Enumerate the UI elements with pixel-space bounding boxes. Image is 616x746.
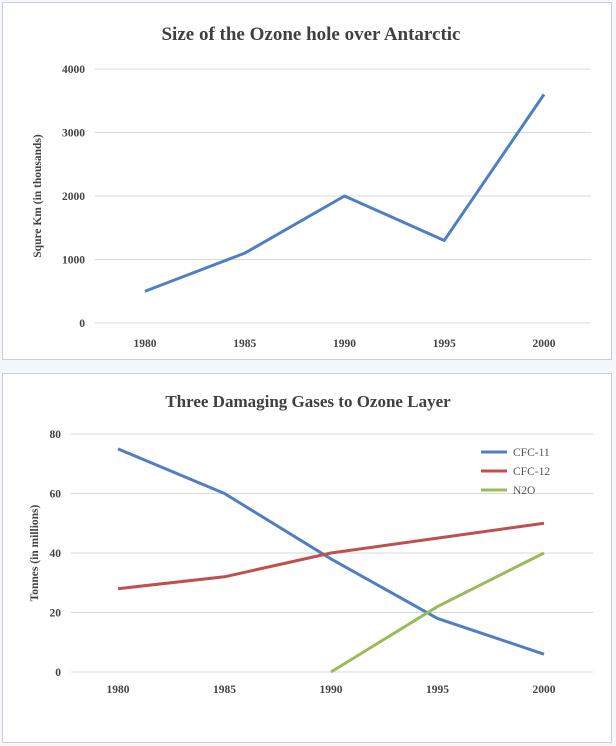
x-tick-label: 1985 xyxy=(233,338,256,350)
chart-panel-ozone-hole: Size of the Ozone hole over Antarctic 0 10… xyxy=(2,2,612,360)
y-tick-label: 2000 xyxy=(62,191,85,203)
series-line-cfc-11 xyxy=(117,447,545,656)
legend-label: N2O xyxy=(513,485,535,497)
y-axis-title: Tonnes (in millions) xyxy=(29,504,41,601)
chart-title: Size of the Ozone hole over Antarctic xyxy=(161,24,460,45)
x-tick-label: 2000 xyxy=(533,684,556,696)
legend-label: CFC-11 xyxy=(513,447,550,459)
series-line-n2o xyxy=(330,551,545,674)
y-tick-label: 60 xyxy=(50,489,62,501)
y-tick-label: 0 xyxy=(79,318,85,330)
x-tick-label: 1995 xyxy=(433,338,456,350)
damaging-gases-chart: Three Damaging Gases to Ozone Layer 0 20 40… xyxy=(29,392,593,696)
x-tick-label: 1985 xyxy=(213,684,236,696)
x-tick-label: 1990 xyxy=(320,684,343,696)
x-tick-label: 1980 xyxy=(134,338,157,350)
x-tick-label: 1990 xyxy=(333,338,356,350)
chart-title: Three Damaging Gases to Ozone Layer xyxy=(165,392,451,411)
y-axis-title: Squre Km (in thousands) xyxy=(32,134,44,258)
ozone-hole-chart: Size of the Ozone hole over Antarctic 0 10… xyxy=(32,24,591,350)
y-tick-label: 20 xyxy=(50,608,62,620)
x-tick-label: 2000 xyxy=(533,338,556,350)
y-tick-label: 80 xyxy=(50,429,62,441)
series-line-cfc-12 xyxy=(117,521,545,591)
chart-panel-damaging-gases: Three Damaging Gases to Ozone Layer 0 20 40… xyxy=(2,373,612,743)
series-line xyxy=(144,93,546,293)
y-tick-label: 40 xyxy=(50,548,62,560)
x-tick-label: 1995 xyxy=(426,684,449,696)
y-tick-label: 3000 xyxy=(62,128,85,140)
y-tick-label: 4000 xyxy=(62,64,85,76)
legend-label: CFC-12 xyxy=(513,466,550,478)
x-tick-label: 1980 xyxy=(107,684,130,696)
y-tick-label: 1000 xyxy=(62,255,85,267)
y-tick-label: 0 xyxy=(55,667,61,679)
